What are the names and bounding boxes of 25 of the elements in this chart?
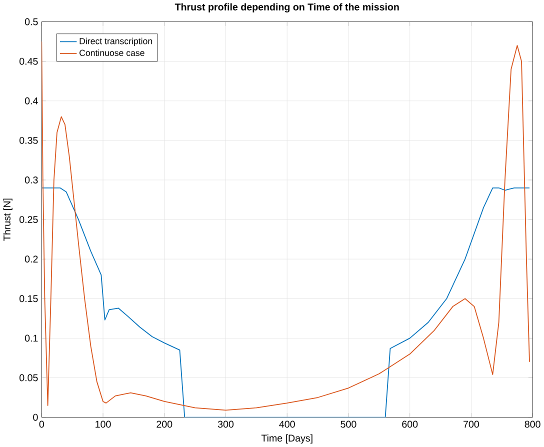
x-tick-label: 700 xyxy=(464,420,479,428)
y-tick-label: 0.5 xyxy=(24,18,38,26)
y-axis-title: Thrust [N] xyxy=(3,198,12,241)
legend-label: Direct transcription xyxy=(80,38,152,46)
x-tick-label: 800 xyxy=(524,420,540,428)
y-tick-label: 0.25 xyxy=(20,216,38,224)
x-tick-label: 500 xyxy=(340,420,356,428)
y-tick-label: 0.45 xyxy=(20,58,38,65)
y-tick-label: 0.4 xyxy=(24,98,38,104)
y-tick-label: 0.15 xyxy=(20,295,38,302)
x-tick-label: 0 xyxy=(39,420,44,428)
y-tick-label: 0 xyxy=(33,414,38,421)
y-tick-label: 0.1 xyxy=(24,334,38,342)
y-tick-label: 0.3 xyxy=(24,176,38,184)
x-tick-label: 200 xyxy=(156,420,172,428)
y-tick-label: 0.35 xyxy=(20,137,38,144)
x-tick-label: 600 xyxy=(402,420,418,428)
x-tick-label: 100 xyxy=(96,420,111,428)
y-tick-label: 0.05 xyxy=(20,374,38,382)
chart-title: Thrust profile depending on Time of the mission xyxy=(174,3,399,13)
legend-label: Continuose case xyxy=(80,50,144,56)
x-tick-label: 400 xyxy=(279,420,295,428)
x-axis-title: Time [Days] xyxy=(261,434,312,444)
y-tick-label: 0.2 xyxy=(24,256,38,263)
x-tick-label: 300 xyxy=(218,420,234,428)
